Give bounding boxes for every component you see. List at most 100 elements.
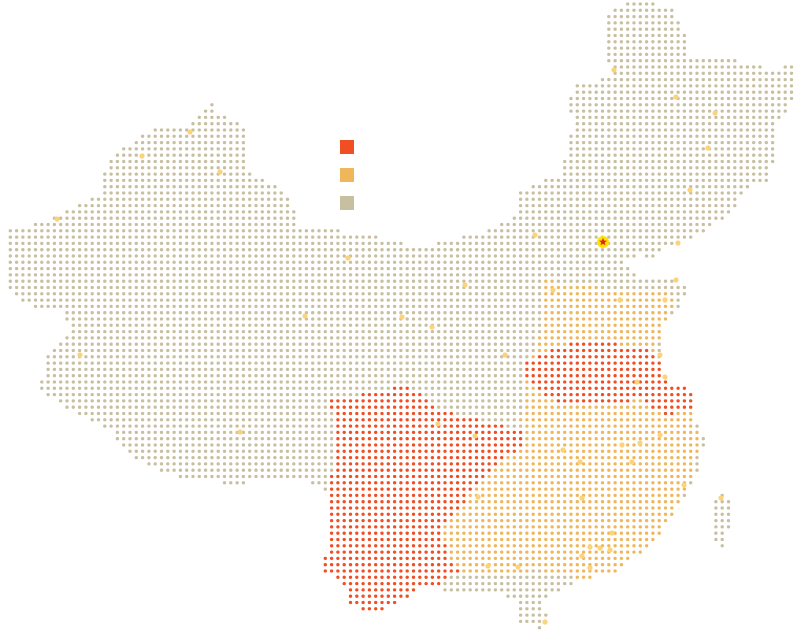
map-dot-base (21, 273, 25, 277)
map-dot-medium (663, 474, 668, 479)
map-dot-base (525, 355, 529, 359)
map-dot-base (739, 90, 743, 94)
map-dot-base (210, 254, 214, 258)
map-dot-base (147, 260, 151, 264)
map-dot-base (644, 103, 649, 107)
map-dot-base (166, 279, 170, 283)
map-dot-base (159, 386, 164, 390)
map-dot-base (65, 266, 69, 271)
map-dot-base (588, 159, 592, 164)
map-dot-base (500, 304, 504, 309)
map-dot-base (632, 241, 636, 246)
map-dot-base (115, 304, 120, 309)
map-dot-base (632, 46, 636, 50)
map-dot-base (739, 65, 743, 69)
map-dot-base (248, 474, 252, 479)
map-dot-base (500, 248, 504, 252)
map-dot-base (701, 191, 705, 195)
map-dot-base (689, 172, 693, 176)
map-dot-base (663, 109, 668, 113)
map-dot-base (714, 191, 718, 195)
map-dot-base (191, 367, 195, 372)
map-dot-base (663, 40, 668, 44)
map-dot-medium (575, 336, 579, 340)
map-dot-base (518, 222, 523, 227)
map-dot-base (581, 115, 586, 120)
map-dot-base (96, 405, 101, 409)
map-dot-base (216, 115, 220, 120)
map-dot-base (115, 424, 120, 428)
map-dot-base (392, 298, 397, 302)
map-dot-medium (626, 405, 630, 409)
map-dot-base (657, 147, 661, 151)
map-dot-base (285, 311, 290, 315)
map-dot-base (418, 380, 422, 384)
map-dot-base (298, 380, 302, 384)
map-dot-medium (537, 336, 542, 340)
map-dot-medium (588, 292, 592, 296)
map-dot-base (84, 386, 88, 390)
map-dot-base (122, 273, 126, 277)
map-dot-base (449, 329, 453, 334)
map-dot-base (638, 46, 642, 50)
map-dot-base (172, 449, 176, 453)
map-dot-base (361, 279, 365, 283)
map-dot-base (525, 273, 529, 277)
map-dot-base (462, 355, 466, 359)
map-dot-base (682, 222, 687, 227)
map-dot-base (115, 153, 120, 157)
map-dot-base (140, 266, 145, 271)
map-dot-base (266, 317, 271, 321)
map-dot-base (670, 71, 674, 75)
map-dot-base (455, 361, 460, 365)
map-dot-base (153, 462, 157, 466)
map-dot-base (248, 449, 252, 453)
map-dot-base (298, 424, 302, 428)
map-dot-base (720, 531, 724, 535)
map-dot-base (159, 128, 164, 132)
map-dot-base (481, 418, 485, 422)
map-dot-base (248, 216, 252, 220)
map-dot-base (537, 266, 542, 271)
map-dot-base (153, 304, 157, 309)
map-dot-base (166, 311, 170, 315)
map-dot-base (380, 317, 384, 321)
map-dot-medium (663, 449, 668, 453)
map-dot-base (27, 235, 31, 239)
map-dot-medium (670, 449, 674, 453)
map-dot-base (670, 216, 674, 220)
map-dot-medium (626, 336, 630, 340)
map-dot-base (714, 140, 718, 145)
map-dot-base (191, 210, 195, 214)
map-dot-medium (600, 323, 605, 327)
map-dot-base (619, 128, 624, 132)
map-dot-base (84, 399, 88, 403)
map-dot-medium (581, 304, 586, 309)
map-dot-base (122, 443, 126, 447)
map-dot-medium (626, 487, 630, 491)
map-dot-base (518, 355, 523, 359)
map-dot-base (418, 292, 422, 296)
map-dot-base (764, 71, 768, 75)
map-dot-base (222, 405, 227, 409)
map-dot-base (210, 279, 214, 283)
map-dot-base (474, 266, 479, 271)
map-dot-base (311, 443, 315, 447)
map-dot-base (714, 59, 718, 63)
map-dot-medium (663, 481, 668, 485)
map-dot-base (468, 405, 472, 409)
map-dot-base (96, 197, 101, 201)
map-dot-base (594, 84, 598, 88)
map-dot-base (279, 285, 283, 290)
map-dot-base (380, 380, 384, 384)
map-dot-base (663, 285, 668, 290)
map-dot-base (159, 153, 164, 157)
map-dot-base (430, 386, 435, 390)
map-dot-base (273, 317, 277, 321)
map-dot-base (115, 235, 120, 239)
map-dot-base (166, 134, 170, 138)
map-dot-medium (588, 449, 592, 453)
map-dot-base (266, 229, 271, 233)
map-dot-medium (500, 487, 504, 491)
map-dot-base (525, 279, 529, 283)
